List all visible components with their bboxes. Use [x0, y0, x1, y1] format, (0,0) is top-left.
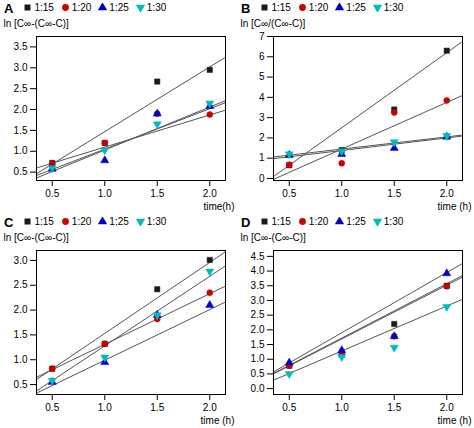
svg-text:3.0: 3.0 — [14, 62, 28, 73]
svg-text:3.5: 3.5 — [14, 41, 28, 52]
svg-text:2.5: 2.5 — [14, 83, 28, 94]
html-text:1:25: 1:25 — [109, 216, 129, 227]
svg-text:4.5: 4.5 — [251, 251, 265, 262]
svg-text:4.0: 4.0 — [251, 265, 265, 276]
svg-text:1.5: 1.5 — [387, 402, 401, 413]
svg-text:1.5: 1.5 — [251, 339, 265, 350]
html-text:1:15: 1:15 — [271, 216, 291, 227]
svg-text:time (h): time (h) — [201, 415, 235, 426]
svg-text:1.0: 1.0 — [14, 354, 28, 365]
svg-text:0.5: 0.5 — [14, 166, 28, 177]
html-text:1:25: 1:25 — [346, 216, 366, 227]
html-text:1:15: 1:15 — [34, 216, 54, 227]
svg-text:ln [C∞/(C∞-C)]: ln [C∞/(C∞-C)] — [241, 18, 306, 29]
svg-text:1.0: 1.0 — [98, 188, 112, 199]
html-text:1:25: 1:25 — [346, 2, 366, 13]
svg-text:2.0: 2.0 — [203, 188, 217, 199]
svg-text:2.0: 2.0 — [203, 402, 217, 413]
html-text:1:30: 1:30 — [383, 2, 404, 13]
svg-text:1.5: 1.5 — [387, 188, 401, 199]
svg-text:1.0: 1.0 — [335, 402, 349, 413]
svg-text:5: 5 — [259, 71, 265, 82]
html-text:1:20: 1:20 — [71, 2, 92, 13]
svg-text:time (h): time (h) — [438, 415, 472, 426]
svg-text:1.0: 1.0 — [14, 145, 28, 156]
svg-text:2.0: 2.0 — [440, 188, 454, 199]
svg-text:3.5: 3.5 — [251, 280, 265, 291]
svg-text:1.5: 1.5 — [150, 188, 164, 199]
html-text:1:20: 1:20 — [71, 216, 92, 227]
svg-text:1: 1 — [259, 152, 265, 163]
svg-text:time(h): time(h) — [203, 201, 234, 212]
html-text:1:15: 1:15 — [34, 2, 54, 13]
svg-text:1.0: 1.0 — [98, 402, 112, 413]
svg-text:1.0: 1.0 — [251, 353, 265, 364]
svg-text:1.5: 1.5 — [14, 329, 28, 340]
svg-text:6: 6 — [259, 51, 265, 62]
html-text:1:20: 1:20 — [308, 216, 329, 227]
html-text:1:30: 1:30 — [146, 216, 167, 227]
svg-text:1.5: 1.5 — [150, 402, 164, 413]
svg-text:4: 4 — [259, 92, 265, 103]
svg-text:time (h): time (h) — [438, 201, 472, 212]
svg-text:0.5: 0.5 — [282, 188, 296, 199]
svg-text:ln [C∞-(C∞-C)]: ln [C∞-(C∞-C)] — [241, 232, 307, 243]
svg-text:ln [C∞-(C∞-C)]: ln [C∞-(C∞-C)] — [4, 232, 70, 243]
svg-text:3.0: 3.0 — [14, 255, 28, 266]
svg-text:7: 7 — [259, 31, 265, 42]
svg-text:2: 2 — [259, 132, 265, 143]
html-text:D: D — [241, 214, 251, 230]
svg-text:1.5: 1.5 — [14, 125, 28, 136]
svg-text:2.0: 2.0 — [14, 304, 28, 315]
svg-text:0: 0 — [259, 173, 265, 184]
svg-text:0.5: 0.5 — [45, 188, 59, 199]
svg-text:0.0: 0.0 — [251, 383, 265, 394]
svg-text:2.5: 2.5 — [251, 309, 265, 320]
svg-text:ln [C∞-(C∞-C)]: ln [C∞-(C∞-C)] — [4, 18, 70, 29]
svg-text:2.5: 2.5 — [14, 279, 28, 290]
svg-text:0.5: 0.5 — [45, 402, 59, 413]
html-text:1:30: 1:30 — [383, 216, 404, 227]
html-text:1:15: 1:15 — [271, 2, 291, 13]
html-text:1:30: 1:30 — [146, 2, 167, 13]
html-text:B: B — [241, 0, 251, 16]
html-text:A: A — [4, 0, 14, 16]
html-text:1:25: 1:25 — [109, 2, 129, 13]
svg-text:3.0: 3.0 — [251, 295, 265, 306]
svg-text:1.0: 1.0 — [335, 188, 349, 199]
html-text:C: C — [4, 214, 14, 230]
svg-text:2.0: 2.0 — [251, 324, 265, 335]
svg-text:3: 3 — [259, 112, 265, 123]
svg-text:0.5: 0.5 — [14, 379, 28, 390]
svg-text:0.5: 0.5 — [282, 402, 296, 413]
svg-text:0.5: 0.5 — [251, 368, 265, 379]
svg-text:2.0: 2.0 — [14, 104, 28, 115]
html-text:1:20: 1:20 — [308, 2, 329, 13]
svg-text:2.0: 2.0 — [440, 402, 454, 413]
